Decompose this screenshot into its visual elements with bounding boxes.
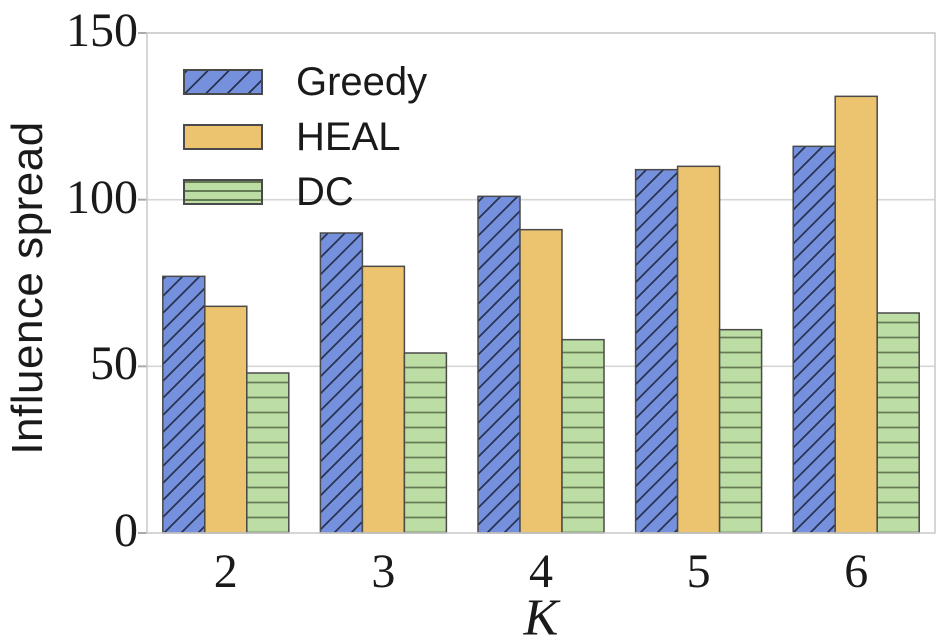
legend-item-heal: HEAL bbox=[183, 117, 427, 157]
bar-dc-k5 bbox=[718, 328, 763, 534]
bar-heal-k2 bbox=[204, 305, 248, 534]
legend-swatch-greedy bbox=[183, 69, 263, 95]
bar-greedy-k4 bbox=[477, 195, 521, 534]
legend-label-dc: DC bbox=[296, 170, 354, 214]
bar-heal-k4 bbox=[519, 228, 563, 534]
bar-dc-k3 bbox=[403, 352, 448, 534]
bar-heal-k3 bbox=[361, 265, 406, 534]
y-tick-label-0: 0 bbox=[114, 504, 138, 558]
bar-heal-k6 bbox=[834, 95, 878, 534]
legend: Greedy HEAL DC bbox=[183, 62, 427, 233]
bar-greedy-k3 bbox=[319, 232, 364, 534]
legend-swatch-dc bbox=[183, 179, 263, 205]
x-tick-label-5: 5 bbox=[686, 545, 711, 598]
y-axis-label: Influence spread bbox=[3, 121, 52, 455]
plot-border bbox=[146, 32, 936, 534]
bar-heal-k5 bbox=[676, 165, 721, 534]
y-tick-label-150: 150 bbox=[66, 4, 138, 58]
legend-item-dc: DC bbox=[183, 172, 427, 212]
x-tick-label-6: 6 bbox=[844, 545, 869, 598]
x-tick-label-4: 4 bbox=[529, 545, 553, 598]
legend-item-greedy: Greedy bbox=[183, 62, 427, 102]
bar-greedy-k6 bbox=[792, 145, 836, 534]
x-tick-label-3: 3 bbox=[371, 545, 396, 598]
x-tick-label-2: 2 bbox=[213, 545, 238, 598]
bar-dc-k4 bbox=[561, 338, 605, 534]
bar-dc-k2 bbox=[246, 372, 290, 534]
bar-dc-k6 bbox=[876, 312, 920, 534]
x-axis-label: K bbox=[523, 589, 559, 644]
y-tick-label-100: 100 bbox=[66, 170, 138, 224]
bar-greedy-k5 bbox=[634, 168, 679, 534]
legend-swatch-heal bbox=[183, 124, 263, 150]
legend-label-heal: HEAL bbox=[296, 115, 401, 159]
bar-greedy-k2 bbox=[162, 275, 206, 534]
legend-label-greedy: Greedy bbox=[296, 60, 428, 104]
y-tick-label-50: 50 bbox=[90, 337, 138, 391]
